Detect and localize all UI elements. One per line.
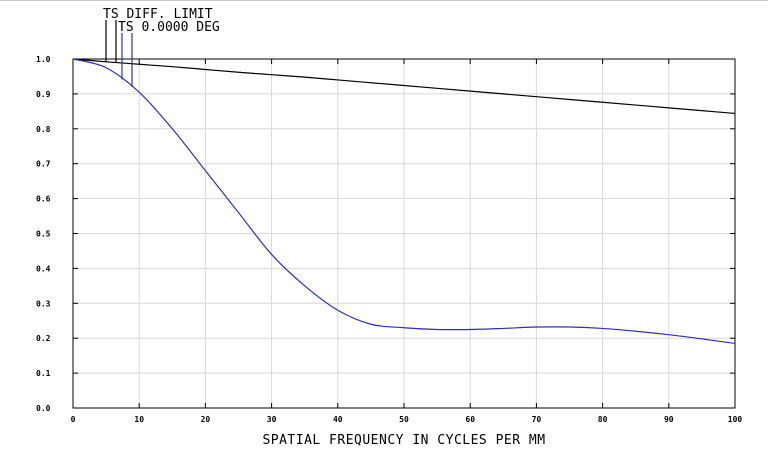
y-tick-label: 0.7 — [36, 160, 51, 169]
y-tick-label: 0.8 — [36, 125, 51, 134]
y-tick-label: 0.2 — [36, 334, 51, 343]
axis-ticks — [72, 58, 736, 409]
y-tick-label: 0.6 — [36, 195, 51, 204]
x-tick-label: 20 — [201, 415, 211, 424]
y-tick-label: 0.1 — [36, 369, 51, 378]
x-tick-label: 80 — [598, 415, 608, 424]
tick-labels: 0 10 20 30 40 50 60 70 80 90 100 0.0 0.1 0.2 0.3 0.4 0.5… — [36, 55, 742, 424]
legend-label-1: TS 0.0000 DEG — [118, 20, 220, 35]
x-tick-label: 90 — [664, 415, 674, 424]
grid-lines — [73, 59, 735, 408]
x-tick-label: 30 — [267, 415, 277, 424]
y-tick-label: 0.5 — [36, 230, 51, 239]
x-tick-label: 50 — [399, 415, 409, 424]
x-tick-label: 40 — [333, 415, 343, 424]
x-tick-label: 0 — [71, 415, 76, 424]
y-tick-label: 1.0 — [36, 55, 51, 64]
x-axis-title: SPATIAL FREQUENCY IN CYCLES PER MM — [262, 433, 545, 448]
series-line-1 — [72, 58, 736, 345]
x-tick-label: 70 — [532, 415, 542, 424]
series-lines — [72, 58, 736, 345]
x-tick-label: 60 — [465, 415, 475, 424]
x-tick-label: 10 — [134, 415, 144, 424]
y-tick-label: 0.9 — [36, 90, 51, 99]
series-line-0 — [72, 58, 736, 115]
legend-label-0: TS DIFF. LIMIT — [103, 7, 213, 22]
y-tick-label: 0.3 — [36, 299, 51, 308]
y-tick-label: 0.4 — [36, 264, 51, 273]
x-tick-label: 100 — [728, 415, 743, 424]
y-tick-label: 0.0 — [36, 404, 51, 413]
